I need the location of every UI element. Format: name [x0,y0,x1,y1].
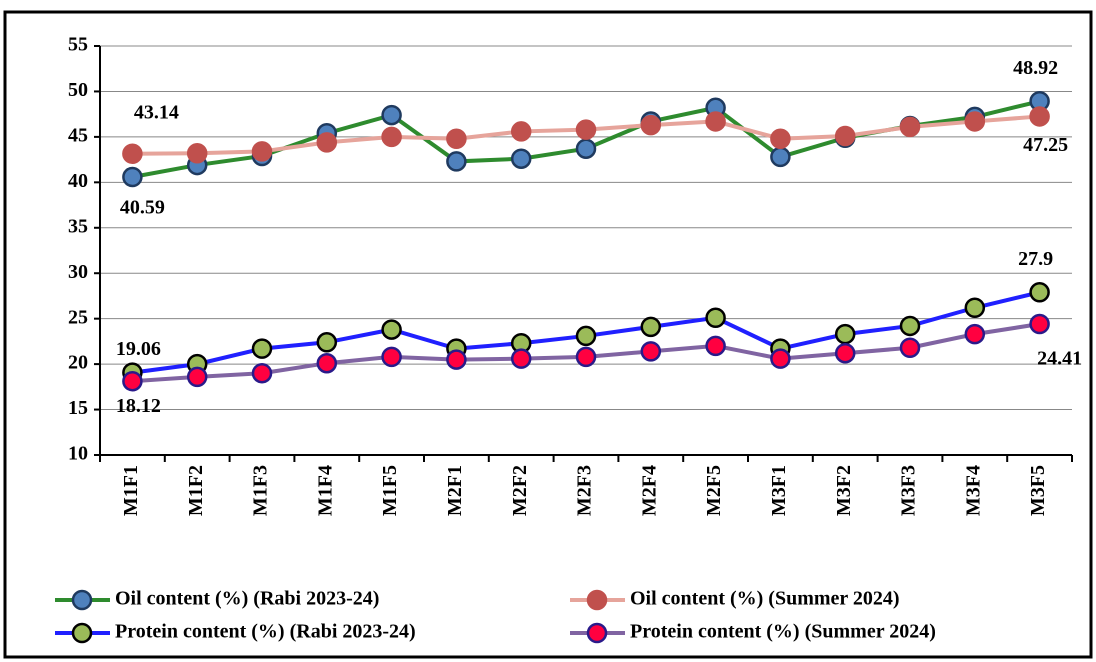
legend-label: Oil content (%) (Rabi 2023-24) [115,588,379,610]
point [446,128,467,149]
x-tick-label: M3F1 [768,465,790,516]
point [446,349,467,370]
point [381,104,402,126]
y-tick-label: 45 [68,124,88,146]
point [640,316,662,338]
x-tick-label: M1F3 [250,465,272,516]
point [705,307,726,329]
x-tick-label: M1F4 [314,465,336,516]
data-label: 48.92 [1013,57,1058,79]
point [381,319,402,340]
x-tick-label: M2F2 [509,465,531,516]
data-label: 19.06 [116,338,161,360]
x-tick-label: M1F2 [185,465,207,516]
point [316,352,338,374]
point [575,346,597,368]
point [964,111,986,132]
point [122,166,143,188]
x-tick-label: M3F5 [1027,465,1049,516]
point [1029,313,1050,335]
point [122,370,143,392]
data-label: 47.25 [1023,134,1068,156]
y-tick-label: 50 [68,79,88,101]
point [964,297,986,319]
point [316,332,338,353]
legend-label: Protein content (%) (Summer 2024) [630,621,936,643]
point [251,141,273,162]
y-tick-label: 15 [68,397,88,419]
y-tick-label: 30 [68,261,88,283]
point [446,151,467,172]
x-tick-label: M1F1 [120,465,142,516]
y-tick-label: 40 [68,170,88,192]
point [510,121,532,142]
y-tick-label: 25 [68,306,88,328]
point [770,128,791,149]
point [770,146,791,168]
point [640,341,662,362]
point [251,338,273,359]
x-tick-label: M3F2 [833,465,855,516]
point [316,132,338,153]
x-tick-label: M2F4 [638,465,660,516]
point [186,142,208,164]
point [640,114,662,136]
data-label: 43.14 [134,101,179,123]
y-tick-label: 55 [68,34,88,56]
x-tick-label: M2F3 [574,465,596,516]
y-tick-label: 20 [68,352,88,374]
point [122,143,143,165]
point [575,325,597,347]
point [575,119,597,140]
point [899,337,921,359]
x-tick-label: M3F4 [962,465,984,516]
y-tick-label: 10 [68,443,88,465]
x-tick-label: M1F5 [379,465,401,516]
data-label: 27.9 [1018,248,1053,270]
data-label: 18.12 [116,395,161,417]
point [899,116,921,138]
y-tick-label: 35 [68,215,88,237]
legend-marker [71,589,93,611]
point [834,342,856,364]
point [1029,282,1050,303]
legend-label: Oil content (%) (Summer 2024) [630,588,900,610]
legend-marker [586,622,608,644]
point [705,111,726,132]
data-label: 24.41 [1037,348,1082,370]
legend-label: Protein content (%) (Rabi 2023-24) [115,621,416,643]
point [510,148,532,169]
data-label: 40.59 [120,197,165,219]
point [834,125,856,147]
point [575,138,597,159]
point [1029,106,1050,127]
point [770,348,791,369]
point [381,126,402,148]
legend-marker [71,622,93,644]
x-tick-label: M3F3 [898,465,920,516]
legend-marker [586,589,608,611]
point [899,315,921,337]
point [510,348,532,369]
point [705,335,726,357]
point [964,323,986,345]
point [381,346,402,368]
point [834,323,856,345]
point [186,366,208,388]
point [251,362,273,384]
x-tick-label: M2F5 [703,465,725,516]
x-tick-label: M2F1 [444,465,466,516]
